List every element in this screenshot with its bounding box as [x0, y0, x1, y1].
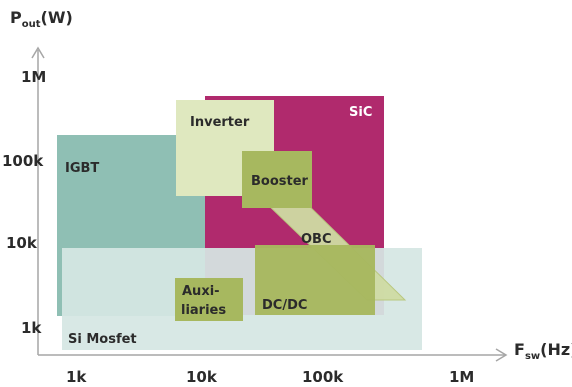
y-tick-100k: 100k — [2, 152, 44, 170]
x-tick-10k: 10k — [186, 368, 218, 386]
auxiliaries-region — [175, 278, 243, 321]
y-tick-10k: 10k — [6, 234, 38, 252]
dcdc-region — [255, 245, 375, 315]
x-axis-arrow-icon — [495, 348, 508, 362]
x-tick-1m: 1M — [449, 368, 474, 386]
y-axis-title: Pout(W) — [10, 8, 73, 30]
si-mosfet-label: Si Mosfet — [68, 332, 137, 347]
y-axis-arrow-icon — [31, 46, 45, 59]
auxiliaries-label-line1: Auxi- — [182, 284, 220, 299]
auxiliaries-label-line2: liaries — [181, 303, 226, 318]
x-tick-100k: 100k — [302, 368, 344, 386]
y-tick-1m: 1M — [21, 68, 46, 86]
y-tick-1k: 1k — [21, 319, 42, 337]
x-tick-1k: 1k — [66, 368, 87, 386]
x-axis-title: Fsw(Hz) — [514, 340, 572, 362]
booster-label: Booster — [251, 174, 309, 189]
inverter-label: Inverter — [190, 115, 250, 130]
igbt-label: IGBT — [65, 161, 99, 176]
dcdc-label: DC/DC — [262, 298, 307, 313]
booster-region — [242, 151, 312, 208]
sic-label: SiC — [349, 105, 372, 120]
obc-label: OBC — [301, 232, 332, 247]
